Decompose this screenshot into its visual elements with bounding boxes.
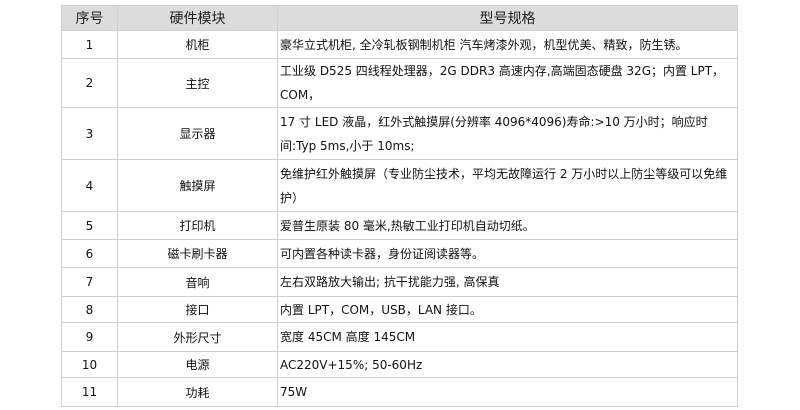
header-module: 硬件模块	[117, 5, 278, 31]
module-name: 显示器	[117, 107, 278, 160]
spec-text: 爱普生原装 80 毫米,热敏工业打印机自动切纸。	[277, 211, 738, 240]
row-number: 5	[61, 211, 118, 240]
row-number: 4	[61, 159, 118, 212]
row-number: 3	[61, 107, 118, 160]
spec-text: 宽度 45CM 高度 145CM	[277, 322, 738, 352]
table-row: 1 机柜 豪华立式机柜, 全冷轧板钢制机柜 汽车烤漆外观，机型优美、精致，防生锈。	[61, 30, 738, 59]
spec-text: 免维护红外触摸屏（专业防尘技术，平均无故障运行 2 万小时以上防尘等级可以免维护…	[277, 159, 738, 212]
module-name: 功耗	[117, 377, 278, 407]
table-row: 11 功耗 75W	[61, 377, 738, 407]
module-name: 电源	[117, 351, 278, 378]
row-number: 7	[61, 267, 118, 297]
module-name: 音响	[117, 267, 278, 297]
table-row: 4 触摸屏 免维护红外触摸屏（专业防尘技术，平均无故障运行 2 万小时以上防尘等级可…	[61, 159, 738, 212]
spec-text: AC220V+15%; 50-60Hz	[277, 351, 738, 378]
spec-text: 工业级 D525 四线程处理器，2G DDR3 高速内存,高端固态硬盘 32G；…	[277, 58, 738, 108]
table-row: 2 主控 工业级 D525 四线程处理器，2G DDR3 高速内存,高端固态硬盘 3…	[61, 58, 738, 108]
module-name: 接口	[117, 296, 278, 323]
row-number: 11	[61, 377, 118, 407]
header-row: 序号 硬件模块 型号规格	[61, 5, 738, 31]
row-number: 8	[61, 296, 118, 323]
row-number: 1	[61, 30, 118, 59]
hardware-spec-table: 序号 硬件模块 型号规格 1 机柜 豪华立式机柜, 全冷轧板钢制机柜 汽车烤漆外观，…	[61, 5, 738, 407]
table-row: 6 磁卡刷卡器 可内置各种读卡器，身份证阅读器等。	[61, 239, 738, 268]
row-number: 2	[61, 58, 118, 108]
row-number: 9	[61, 322, 118, 352]
spec-text: 内置 LPT，COM，USB，LAN 接口。	[277, 296, 738, 323]
module-name: 外形尺寸	[117, 322, 278, 352]
module-name: 触摸屏	[117, 159, 278, 212]
table-row: 7 音响 左右双路放大输出; 抗干扰能力强, 高保真	[61, 267, 738, 297]
module-name: 磁卡刷卡器	[117, 239, 278, 268]
table-row: 8 接口 内置 LPT，COM，USB，LAN 接口。	[61, 296, 738, 323]
table-row: 10 电源 AC220V+15%; 50-60Hz	[61, 351, 738, 378]
spec-text: 左右双路放大输出; 抗干扰能力强, 高保真	[277, 267, 738, 297]
spec-text: 可内置各种读卡器，身份证阅读器等。	[277, 239, 738, 268]
module-name: 机柜	[117, 30, 278, 59]
module-name: 主控	[117, 58, 278, 108]
header-no: 序号	[61, 5, 118, 31]
table-row: 9 外形尺寸 宽度 45CM 高度 145CM	[61, 322, 738, 352]
spec-text: 17 寸 LED 液晶，红外式触摸屏(分辨率 4096*4096)寿命:>10 …	[277, 107, 738, 160]
row-number: 10	[61, 351, 118, 378]
module-name: 打印机	[117, 211, 278, 240]
header-spec: 型号规格	[277, 5, 738, 31]
table-row: 5 打印机 爱普生原装 80 毫米,热敏工业打印机自动切纸。	[61, 211, 738, 240]
table-row: 3 显示器 17 寸 LED 液晶，红外式触摸屏(分辨率 4096*4096)寿命:…	[61, 107, 738, 160]
row-number: 6	[61, 239, 118, 268]
spec-text: 豪华立式机柜, 全冷轧板钢制机柜 汽车烤漆外观，机型优美、精致，防生锈。	[277, 30, 738, 59]
spec-text: 75W	[277, 377, 738, 407]
